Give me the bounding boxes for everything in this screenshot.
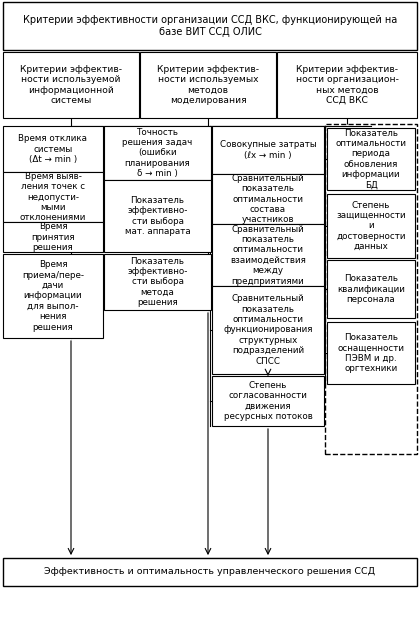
Text: Время выяв-
ления точек с
недопусти-
мыми
отклонениями: Время выяв- ления точек с недопусти- мым… [20,172,86,223]
Text: Степень
защищенности
и
достоверности
данных: Степень защищенности и достоверности дан… [336,201,406,251]
FancyBboxPatch shape [327,128,415,190]
FancyBboxPatch shape [3,52,139,118]
Text: Критерии эффективности организации ССД ВКС, функционирующей на
базе ВИТ ССД ОЛИС: Критерии эффективности организации ССД В… [23,15,397,37]
FancyBboxPatch shape [3,126,103,172]
FancyBboxPatch shape [212,376,324,426]
Text: Точность
решения задач
(ошибки
планирования
δ → min ): Точность решения задач (ошибки планирова… [122,128,193,179]
FancyBboxPatch shape [212,286,324,374]
FancyBboxPatch shape [277,52,417,118]
FancyBboxPatch shape [3,558,417,586]
FancyBboxPatch shape [3,172,103,222]
Text: Показатель
эффективно-
сти выбора
метода
решения: Показатель эффективно- сти выбора метода… [127,257,188,308]
Text: Показатель
эффективно-
сти выбора
мат. аппарата: Показатель эффективно- сти выбора мат. а… [125,196,190,236]
FancyBboxPatch shape [3,254,103,338]
Text: Показатель
квалификации
персонала: Показатель квалификации персонала [337,274,405,304]
Text: Время
приема/пере-
дачи
информации
для выпол-
нения
решения: Время приема/пере- дачи информации для в… [22,260,84,332]
FancyBboxPatch shape [212,126,324,174]
Text: Степень
согласованности
движения
ресурсных потоков: Степень согласованности движения ресурсн… [223,381,312,421]
FancyBboxPatch shape [212,224,324,286]
FancyBboxPatch shape [325,124,417,454]
Text: Критерии эффектив-
ности используемых
методов
моделирования: Критерии эффектив- ности используемых ме… [157,65,259,105]
Text: Эффективность и оптимальность управленческого решения ССД: Эффективность и оптимальность управленче… [45,567,375,577]
Text: Сравнительный
показатель
оптимальности
взаимодействия
между
предприятиями: Сравнительный показатель оптимальности в… [230,224,306,285]
Text: Сравнительный
показатель
оптимальности
состава
участников: Сравнительный показатель оптимальности с… [231,174,304,224]
FancyBboxPatch shape [212,174,324,224]
Text: Время
принятия
решения: Время принятия решения [31,222,75,252]
Text: Совокупные затраты
(ℓx → min ): Совокупные затраты (ℓx → min ) [220,140,316,160]
FancyBboxPatch shape [104,254,211,310]
Text: Время отклика
системы
(Δt → min ): Время отклика системы (Δt → min ) [18,134,87,164]
FancyBboxPatch shape [3,222,103,252]
FancyBboxPatch shape [104,180,211,252]
Text: Показатель
оснащенности
ПЭВМ и др.
оргтехники: Показатель оснащенности ПЭВМ и др. оргте… [338,333,404,373]
FancyBboxPatch shape [327,322,415,384]
Text: Критерии эффектив-
ности организацион-
ных методов
ССД ВКС: Критерии эффектив- ности организацион- н… [296,65,399,105]
Text: Сравнительный
показатель
оптимальности
функционирования
структурных
подразделени: Сравнительный показатель оптимальности ф… [223,294,313,366]
Text: Показатель
оптимальности
периода
обновления
информации
БД: Показатель оптимальности периода обновле… [336,128,407,190]
FancyBboxPatch shape [327,194,415,258]
FancyBboxPatch shape [327,260,415,318]
Text: Критерии эффектив-
ности используемой
информационной
системы: Критерии эффектив- ности используемой ин… [20,65,122,105]
FancyBboxPatch shape [3,2,417,50]
FancyBboxPatch shape [140,52,276,118]
FancyBboxPatch shape [104,126,211,180]
